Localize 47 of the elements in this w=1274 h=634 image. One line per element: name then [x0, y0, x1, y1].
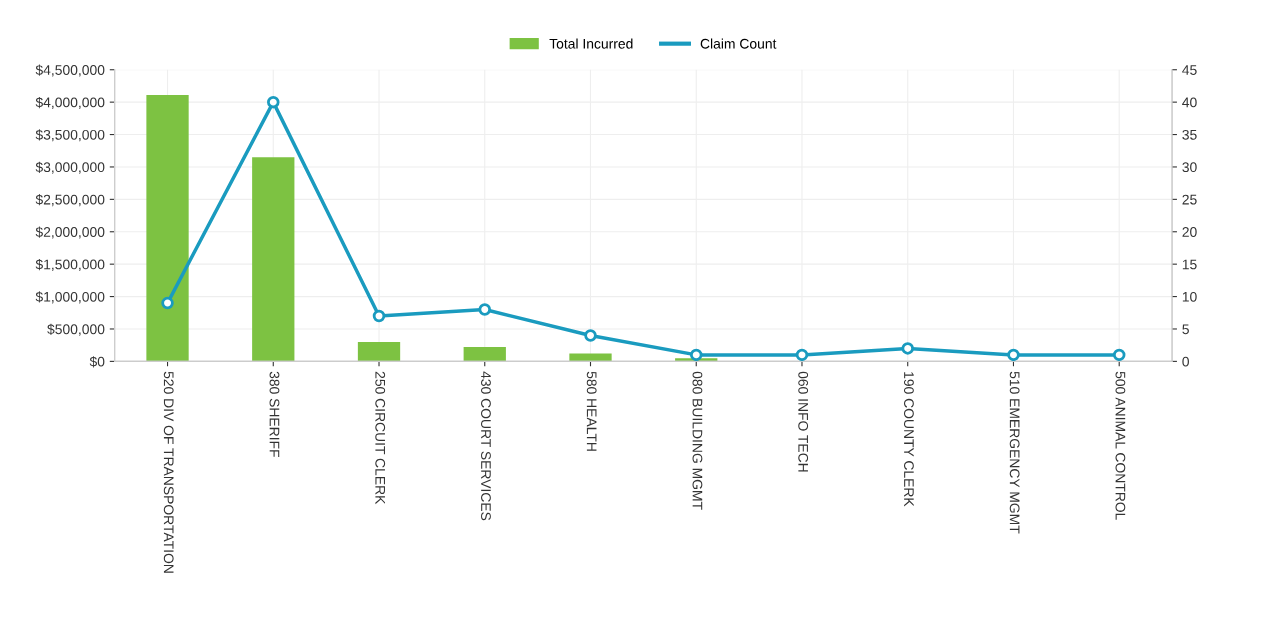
x-tick-label: 510 EMERGENCY MGMT — [1009, 371, 1020, 534]
point — [372, 309, 386, 323]
bar — [357, 341, 401, 362]
point — [689, 348, 703, 362]
x-tick-label: 380 SHERIFF — [269, 371, 280, 457]
bar — [146, 95, 189, 362]
point — [267, 95, 280, 109]
point — [584, 329, 597, 342]
y2-tick-label: 15 — [1182, 259, 1197, 270]
x-tick-label: 430 COURT SERVICES — [481, 371, 491, 521]
x-tick-label: 080 BUILDING MGMT — [692, 371, 703, 510]
y-tick-label: $2,500,000 — [35, 194, 105, 207]
y2-tick-label: 25 — [1182, 194, 1197, 205]
y2-tick-label: 10 — [1182, 291, 1197, 302]
x-tick-label: 060 INFO TECH — [798, 371, 809, 472]
x-tick-label: 190 COUNTY CLERK — [904, 372, 914, 507]
y2-tick-label: 20 — [1182, 227, 1197, 237]
y-tick-label: $500,000 — [47, 323, 105, 336]
y-tick-label: $1,500,000 — [35, 258, 105, 271]
bar — [463, 347, 506, 362]
bar — [569, 353, 612, 362]
y-tick-label: $0 — [89, 356, 105, 368]
point — [795, 348, 809, 362]
y2-tick-label: 35 — [1182, 129, 1197, 140]
x-tick-label: 250 CIRCUIT CLERK — [375, 371, 386, 505]
point — [478, 303, 492, 316]
y-tick-label: $2,000,000 — [35, 226, 105, 239]
legend-label: Total Incurred — [549, 38, 633, 49]
y2-tick-label: 45 — [1182, 65, 1197, 75]
point — [161, 296, 174, 310]
y-tick-label: $3,000,000 — [35, 161, 105, 174]
y-tick-label: $3,500,000 — [35, 129, 105, 142]
y2-tick-label: 0 — [1182, 356, 1189, 367]
y2-tick-label: 40 — [1182, 97, 1197, 108]
x-tick-label: 580 HEALTH — [586, 371, 597, 451]
x-tick-label: 500 ANIMAL CONTROL — [1115, 371, 1126, 520]
legend-label: Claim Count — [700, 38, 777, 49]
x-tick-label: 520 DIV OF TRANSPORTATION — [163, 371, 174, 573]
point — [1007, 348, 1020, 362]
y2-tick-label: 30 — [1182, 162, 1197, 173]
y-tick-label: $1,000,000 — [35, 291, 105, 304]
point — [1112, 348, 1126, 362]
y-tick-label: $4,000,000 — [35, 96, 105, 109]
y-tick-label: $4,500,000 — [35, 64, 105, 77]
bar — [252, 157, 295, 362]
y2-tick-label: 5 — [1182, 324, 1189, 335]
point — [901, 342, 914, 355]
